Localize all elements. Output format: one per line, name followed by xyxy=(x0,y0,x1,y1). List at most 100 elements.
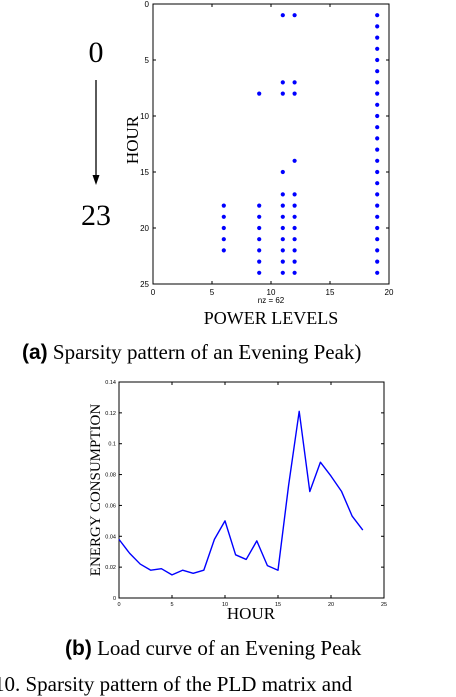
sparsity-x-tick-label: 5 xyxy=(210,288,215,297)
load-x-tick-label: 20 xyxy=(328,602,334,608)
load-series-line xyxy=(118,410,364,576)
sparsity-y-tick-label: 15 xyxy=(140,168,149,177)
load-y-tick-label: 0.04 xyxy=(105,534,116,540)
sparsity-point xyxy=(292,91,297,96)
sparsity-point xyxy=(280,91,285,96)
sparsity-nz-label: nz = 62 xyxy=(258,296,285,305)
sparsity-point xyxy=(375,57,380,63)
caption-b-text: Load curve of an Evening Peak xyxy=(97,636,362,660)
sparsity-point xyxy=(221,237,226,242)
load-x-tick-label: 15 xyxy=(275,602,281,608)
sparsity-point xyxy=(375,203,380,208)
sparsity-x-tick-label: 15 xyxy=(326,288,335,297)
sparsity-y-axis-label: HOUR xyxy=(123,115,142,164)
sparsity-point xyxy=(375,225,380,231)
sparsity-point xyxy=(375,136,380,141)
load-y-tick-label: 0.08 xyxy=(105,473,116,479)
sparsity-point xyxy=(375,237,380,242)
sparsity-point xyxy=(375,248,380,253)
sparsity-x-axis-label: POWER LEVELS xyxy=(204,308,339,328)
load-y-tick-label: 0.12 xyxy=(105,411,116,417)
sparsity-point xyxy=(375,91,380,96)
load-y-tick-label: 0.1 xyxy=(108,442,116,448)
sparsity-point xyxy=(221,214,226,219)
sparsity-point xyxy=(292,214,297,219)
sparsity-point xyxy=(280,270,285,275)
sparsity-points xyxy=(221,13,380,275)
caption-b-letter: (b) xyxy=(65,637,92,660)
load-plot-area xyxy=(118,381,385,599)
sparsity-point xyxy=(280,237,285,242)
sparsity-point xyxy=(257,259,262,264)
sparsity-point xyxy=(375,80,380,85)
sparsity-y-tick-label: 10 xyxy=(140,112,149,121)
sparsity-point xyxy=(280,169,285,175)
sparsity-y-tick-label: 25 xyxy=(140,280,149,289)
sparsity-ticks: 0 5 10 15 20 0 5 10 15 20 25 xyxy=(140,0,394,297)
sparsity-point xyxy=(375,125,380,130)
sparsity-point xyxy=(292,13,297,18)
arrow-top-label: 0 xyxy=(89,36,104,69)
sparsity-point xyxy=(292,259,297,264)
load-y-tick-label: 0.14 xyxy=(105,380,116,386)
caption-a-text: Sparsity pattern of an Evening Peak) xyxy=(52,340,362,364)
sparsity-point xyxy=(292,192,297,197)
sparsity-point xyxy=(375,113,380,119)
load-y-tick-label: 0.02 xyxy=(105,565,116,571)
load-curve-chart: 0 5 10 15 20 25 0 0.02 0.04 0.06 0.08 0.1 0.12 0.14 H… xyxy=(88,380,387,623)
sparsity-point xyxy=(292,225,297,231)
arrow-bottom-label: 23 xyxy=(81,199,111,232)
sparsity-point xyxy=(257,248,262,253)
load-x-tick-label: 5 xyxy=(170,602,173,608)
sparsity-y-tick-label: 20 xyxy=(140,224,149,233)
load-x-tick-label: 0 xyxy=(117,602,120,608)
sparsity-point xyxy=(257,237,262,242)
sparsity-point xyxy=(257,214,262,219)
sparsity-point xyxy=(375,102,380,107)
sparsity-point xyxy=(292,203,297,208)
caption-a-letter: (a) xyxy=(22,341,48,364)
load-y-axis-label: ENERGY CONSUMPTION xyxy=(88,404,104,577)
load-ticks: 0 5 10 15 20 25 0 0.02 0.04 0.06 0.08 0.1 0.12 0.14 xyxy=(105,380,387,608)
sparsity-point xyxy=(280,192,285,197)
sparsity-point xyxy=(375,192,380,197)
sparsity-point xyxy=(375,214,380,219)
sparsity-point xyxy=(257,203,262,208)
load-y-tick-label: 0.06 xyxy=(105,503,116,509)
sparsity-y-tick-label: 5 xyxy=(145,56,150,65)
sparsity-point xyxy=(221,248,226,253)
sparsity-point xyxy=(375,35,380,40)
sparsity-point xyxy=(375,169,380,175)
sparsity-point xyxy=(292,237,297,242)
sparsity-point xyxy=(375,158,380,163)
sparsity-x-tick-label: 20 xyxy=(385,288,394,297)
sparsity-x-tick-label: 10 xyxy=(267,288,276,297)
footer-fragment: 10. Sparsity pattern of the PLD matrix a… xyxy=(0,672,353,696)
caption-b: (b) Load curve of an Evening Peak xyxy=(65,636,361,661)
sparsity-point xyxy=(375,13,380,18)
sparsity-point xyxy=(375,181,380,186)
sparsity-point xyxy=(292,80,297,85)
sparsity-point xyxy=(280,259,285,264)
sparsity-point xyxy=(257,270,262,275)
sparsity-point xyxy=(375,147,380,152)
sparsity-point xyxy=(280,13,285,18)
caption-a: (a) Sparsity pattern of an Evening Peak) xyxy=(22,340,361,365)
load-x-tick-label: 25 xyxy=(381,602,387,608)
sparsity-point xyxy=(280,203,285,208)
load-x-axis-label: HOUR xyxy=(227,604,276,623)
load-x-tick-label: 10 xyxy=(222,602,228,608)
sparsity-point xyxy=(375,24,380,29)
sparsity-point xyxy=(280,225,285,231)
sparsity-point xyxy=(292,248,297,253)
sparsity-point xyxy=(280,214,285,219)
sparsity-x-tick-label: 0 xyxy=(151,288,156,297)
sparsity-point xyxy=(375,46,380,51)
sparsity-point xyxy=(292,270,297,275)
hour-arrow-head xyxy=(92,175,100,185)
sparsity-plot-area xyxy=(152,3,390,285)
sparsity-point xyxy=(375,259,380,264)
